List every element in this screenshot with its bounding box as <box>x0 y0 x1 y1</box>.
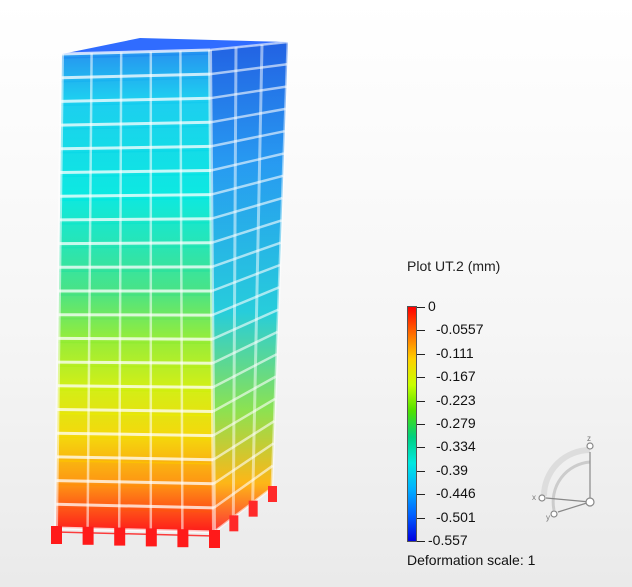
legend-tick <box>417 307 425 308</box>
column-footing <box>145 528 157 547</box>
floor-slab <box>58 360 213 365</box>
floor-slab <box>57 408 214 413</box>
legend-tick-label: -0.111 <box>436 345 474 361</box>
column <box>117 52 123 530</box>
column-footing <box>51 526 62 544</box>
column <box>86 53 93 529</box>
column-footing <box>209 530 220 548</box>
roof <box>62 38 288 54</box>
floor-slab <box>61 120 211 127</box>
floor-slab <box>57 384 213 389</box>
floor-slab <box>58 336 213 341</box>
legend-tick-label: -0.39 <box>436 462 468 478</box>
legend-tick-label: 0 <box>428 298 436 314</box>
floor-slab <box>59 241 212 246</box>
column-footing <box>82 526 94 545</box>
column <box>208 49 216 533</box>
floor-slab <box>61 48 211 56</box>
legend-tick <box>417 377 425 378</box>
legend-tick-label: -0.501 <box>436 509 476 525</box>
legend-tick <box>417 541 425 542</box>
legend-title: Plot UT.2 (mm) <box>407 258 501 274</box>
column <box>54 53 64 529</box>
floor-slab <box>60 169 212 174</box>
legend-tick-label: -0.167 <box>436 368 476 384</box>
legend-tick-label: -0.557 <box>428 532 468 548</box>
legend-tick-label: -0.223 <box>436 392 476 408</box>
legend-tick <box>417 518 425 519</box>
legend-tick <box>417 401 425 402</box>
legend-tick <box>417 424 425 425</box>
floor-slab <box>61 72 211 80</box>
legend-tick <box>417 471 425 472</box>
legend-tick-label: -0.0557 <box>436 321 484 337</box>
floor-slab <box>59 217 212 222</box>
floor-slab <box>60 144 211 151</box>
legend-tick <box>417 494 425 495</box>
floor-slab <box>57 431 214 438</box>
floor-slab <box>60 193 212 198</box>
axis-triad-icon[interactable]: z x y <box>528 432 608 522</box>
side-face <box>210 42 288 532</box>
floor-slab <box>56 455 214 462</box>
legend-tick <box>417 354 425 355</box>
svg-text:x: x <box>532 493 536 502</box>
column <box>179 50 184 532</box>
column-footing <box>114 527 126 546</box>
legend-tick-label: -0.334 <box>436 438 476 454</box>
floor-slab <box>61 96 211 103</box>
svg-text:z: z <box>587 434 591 443</box>
column-footing <box>177 529 189 548</box>
floor-slab <box>56 479 214 486</box>
floor-slab <box>56 502 214 510</box>
deformation-scale-label: Deformation scale: 1 <box>407 552 536 568</box>
legend-tick <box>417 330 425 331</box>
legend-tick-label: -0.446 <box>436 485 476 501</box>
legend-tick-label: -0.279 <box>436 415 476 431</box>
legend-tick <box>417 447 425 448</box>
legend-color-bar <box>407 306 417 542</box>
svg-text:y: y <box>546 513 550 522</box>
